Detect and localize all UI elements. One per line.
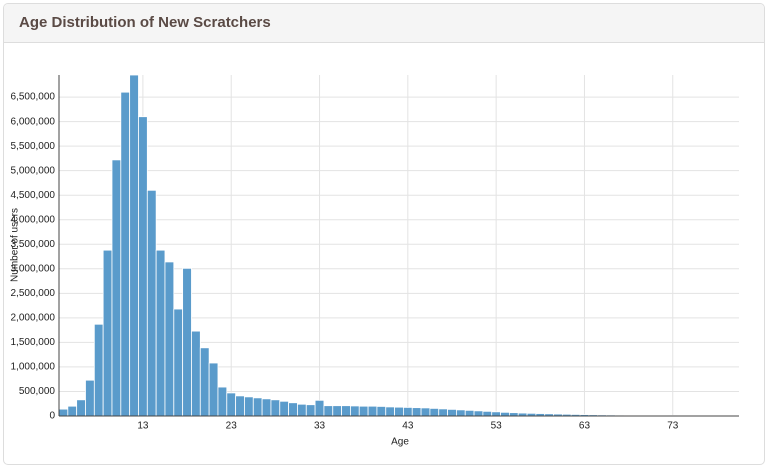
bar [174,309,183,416]
bar [509,413,518,416]
bar [342,406,351,416]
y-tick-label: 1,500,000 [11,337,56,348]
y-tick-label: 6,000,000 [11,116,56,127]
x-tick-label: 23 [226,421,238,432]
bar [236,396,245,416]
y-tick-label: 5,000,000 [11,165,56,176]
bar [492,412,501,416]
bar [262,399,271,416]
bar [403,407,412,416]
y-tick-label: 5,500,000 [11,141,56,152]
y-tick-label: 3,000,000 [11,263,56,274]
bar [456,410,465,416]
bar [165,262,174,416]
bar [395,407,404,416]
y-tick-label: 500,000 [19,386,56,397]
bar [324,406,333,416]
bar [412,408,421,416]
y-tick-label: 1,000,000 [11,362,56,373]
bar [77,400,86,416]
bar [59,409,68,416]
y-tick-label: 6,500,000 [11,92,56,103]
bar [297,404,306,416]
bar [430,408,439,416]
bar [209,363,218,416]
x-tick-label: 53 [491,421,503,432]
bar [130,75,139,416]
bar [289,403,298,416]
bar [200,348,209,416]
bar [85,380,94,416]
x-tick-label: 33 [314,421,326,432]
bar [501,412,510,416]
bar [147,190,156,416]
bar [94,324,103,416]
bar [271,400,280,416]
bar [421,408,430,416]
bar [121,92,130,416]
x-tick-label: 73 [667,421,679,432]
bar [483,411,492,416]
bar [333,406,342,416]
bar [112,160,121,416]
bar [103,250,112,416]
bar [253,398,262,416]
bar [350,406,359,416]
y-tick-label: 2,000,000 [11,313,56,324]
bar [359,406,368,416]
y-tick-label: 3,500,000 [11,239,56,250]
page: Age Distribution of New Scratchers Age N… [0,0,768,451]
bar [368,406,377,416]
bar [156,250,165,416]
bar [138,117,147,416]
bar [474,411,483,416]
bar [377,406,386,416]
x-tick-label: 13 [137,421,149,432]
bar [244,397,253,416]
x-axis-label: Age [391,437,409,448]
bar [386,407,395,416]
bar [448,409,457,416]
y-tick-label: 4,500,000 [11,190,56,201]
x-tick-label: 63 [579,421,591,432]
chart: Age Number of users 0500,0001,000,0001,5… [0,0,768,451]
y-tick-label: 2,500,000 [11,288,56,299]
bar [465,410,474,416]
bar [68,406,77,416]
bar [306,405,315,416]
bar [439,409,448,416]
bar [183,268,192,416]
x-tick-label: 43 [402,421,414,432]
bar [280,401,289,416]
bar [218,387,227,416]
bar [315,400,324,416]
bar [227,393,236,416]
y-tick-label: 0 [49,411,55,422]
bar [191,331,200,416]
y-tick-label: 4,000,000 [11,214,56,225]
